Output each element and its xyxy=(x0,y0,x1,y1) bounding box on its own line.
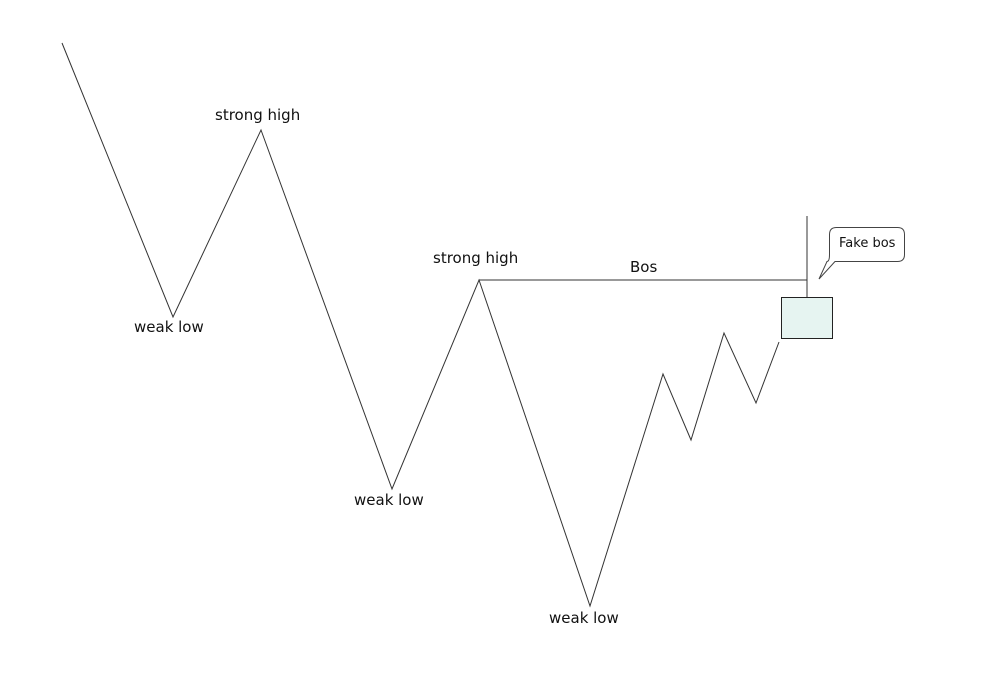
fake-bos-callout-bubble xyxy=(818,227,905,280)
weak-low-label-3: weak low xyxy=(549,609,619,627)
weak-low-label-2: weak low xyxy=(354,491,424,509)
fake-bos-callout-text: Fake bos xyxy=(839,236,896,251)
strong-high-label-1: strong high xyxy=(215,106,301,124)
bos-label: Bos xyxy=(630,258,658,276)
strong-high-label-2: strong high xyxy=(433,249,519,267)
weak-low-label-1: weak low xyxy=(134,318,204,336)
price-path xyxy=(61,42,780,608)
fake-bos-candle-box xyxy=(781,297,833,339)
